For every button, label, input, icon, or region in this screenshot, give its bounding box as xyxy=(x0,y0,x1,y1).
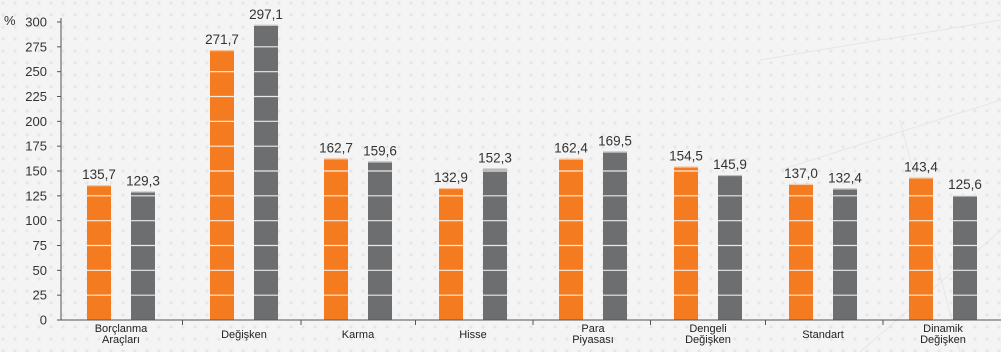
y-tick-label: 225 xyxy=(25,89,47,104)
x-tick-label: Hisse xyxy=(459,329,487,341)
data-label: 129,3 xyxy=(126,174,160,189)
x-tick-label: Karma xyxy=(342,329,375,341)
data-label: 162,4 xyxy=(554,141,588,156)
bar-gray xyxy=(953,195,977,320)
bar-gray xyxy=(483,168,507,320)
data-label: 154,5 xyxy=(669,149,703,164)
y-tick-label: 25 xyxy=(33,288,47,303)
data-label: 132,9 xyxy=(434,170,468,185)
x-tick-label: Standart xyxy=(802,329,844,341)
bar-orange xyxy=(559,158,583,320)
data-label: 143,4 xyxy=(904,160,938,175)
data-label: 162,7 xyxy=(319,140,353,155)
y-tick-label: 275 xyxy=(25,39,47,54)
data-label: 137,0 xyxy=(784,166,818,181)
bar-orange xyxy=(909,177,933,320)
y-tick-label: 75 xyxy=(33,238,47,253)
y-tick-label: 300 xyxy=(25,15,47,30)
x-tick-label: Dinamik Değişken xyxy=(920,323,966,346)
y-tick-label: 150 xyxy=(25,164,47,179)
y-tick-label: 200 xyxy=(25,114,47,129)
bar-orange xyxy=(439,187,463,320)
bar-orange xyxy=(789,183,813,320)
bar-orange xyxy=(87,185,111,320)
bar-gray xyxy=(368,161,392,320)
x-tick-label: Değişken xyxy=(221,329,267,341)
y-tick-label: 50 xyxy=(33,263,47,278)
bar-gray xyxy=(718,175,742,320)
bar-gray xyxy=(833,188,857,320)
data-label: 132,4 xyxy=(828,170,862,185)
x-tick-label: Dengeli Değişken xyxy=(685,323,731,346)
y-tick-label: 0 xyxy=(40,313,47,328)
y-tick-label: 250 xyxy=(25,64,47,79)
bar-gray xyxy=(254,24,278,320)
y-axis-unit-label: % xyxy=(4,13,16,28)
data-label: 135,7 xyxy=(82,167,116,182)
x-tick-label: Borçlanma Araçları xyxy=(95,323,148,346)
bar-gray xyxy=(131,191,155,320)
x-tick-label: Para Piyasası xyxy=(572,323,614,346)
bar-orange xyxy=(674,166,698,320)
y-tick-label: 125 xyxy=(25,188,47,203)
y-tick-label: 100 xyxy=(25,213,47,228)
bar-orange xyxy=(210,50,234,321)
data-label: 297,1 xyxy=(249,7,283,22)
data-label: 169,5 xyxy=(598,134,632,149)
data-label: 125,6 xyxy=(948,177,982,192)
bar-gray xyxy=(603,151,627,320)
data-label: 271,7 xyxy=(205,32,239,47)
y-tick-label: 175 xyxy=(25,139,47,154)
data-label: 152,3 xyxy=(478,151,512,166)
data-label: 159,6 xyxy=(363,143,397,158)
data-label: 145,9 xyxy=(713,157,747,172)
bar-orange xyxy=(324,158,348,320)
